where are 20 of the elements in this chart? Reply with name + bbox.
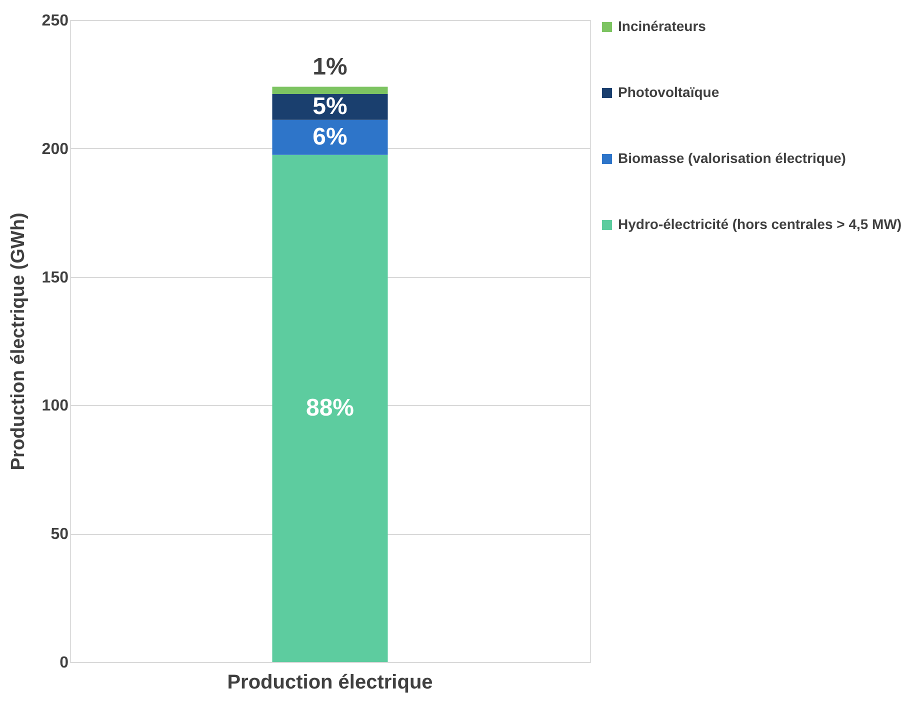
legend-label: Hydro-électricité (hors centrales > 4,5 MW) <box>618 216 902 232</box>
bar <box>272 86 388 94</box>
annotation: 1% <box>312 54 348 81</box>
y-tick-label: 200 <box>42 140 69 158</box>
annotation: 5% <box>312 92 348 120</box>
bar <box>272 154 388 662</box>
bar <box>272 120 388 155</box>
x-tick-label: Production électrique <box>227 672 433 694</box>
legend-label: Photovoltaïque <box>618 84 720 100</box>
y-tick-label: 100 <box>42 398 69 415</box>
legend-label: Biomasse (valorisation électrique) <box>618 150 846 166</box>
y-tick-label: 250 <box>42 12 69 30</box>
annotation: 88% <box>306 394 354 422</box>
annotation: 6% <box>312 123 348 150</box>
y-tick-label: 150 <box>42 269 69 286</box>
legend-label: Incinérateurs <box>618 18 706 34</box>
y-tick-label: 50 <box>50 526 69 544</box>
y-axis-title: Production électrique (GWh) <box>8 212 29 470</box>
bar <box>272 94 388 120</box>
y-tick-label: 0 <box>60 654 69 672</box>
